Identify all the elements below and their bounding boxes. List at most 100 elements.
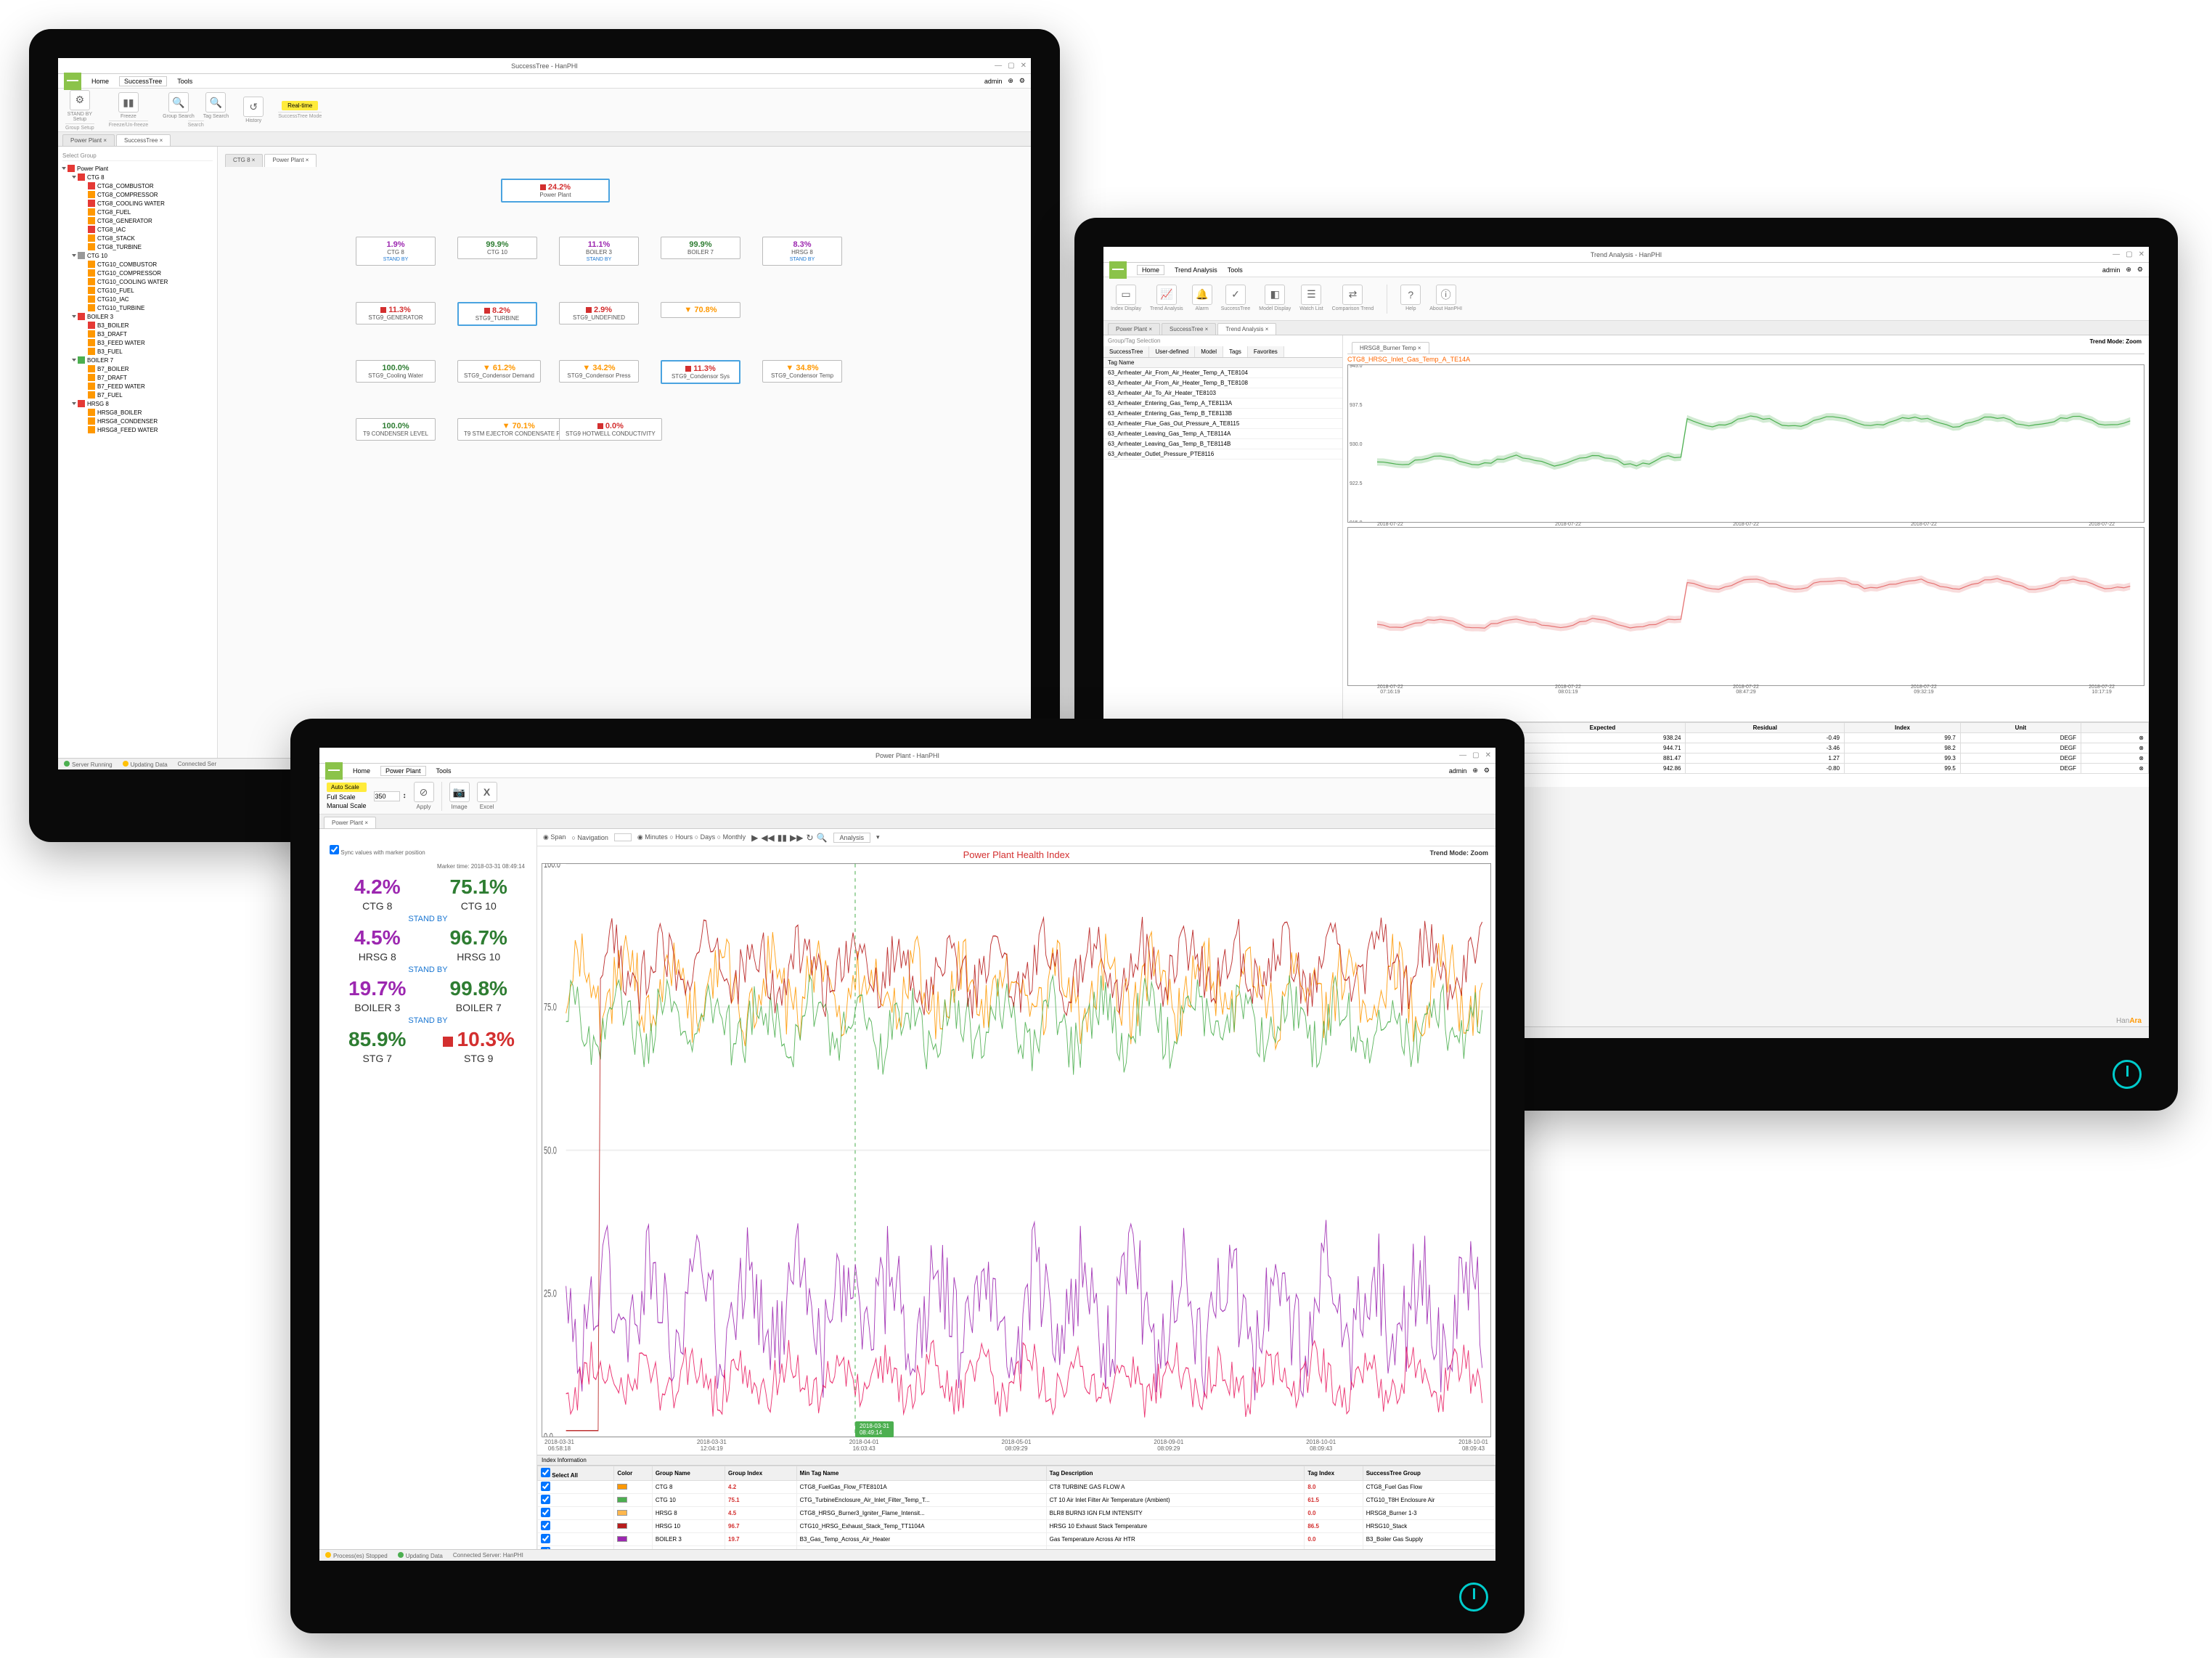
excel-button[interactable]: XExcel: [477, 782, 497, 810]
tree-node-box[interactable]: 24.2%Power Plant: [501, 179, 610, 203]
analysis-button[interactable]: Analysis: [833, 833, 871, 843]
tree-node[interactable]: CTG8_COOLING WATER: [62, 199, 213, 208]
tree-node[interactable]: CTG 10: [62, 251, 213, 260]
toolbar-button[interactable]: ◧Model Display: [1259, 285, 1291, 314]
tree-node[interactable]: CTG10_COOLING WATER: [62, 277, 213, 286]
tree-node[interactable]: HRSG 8: [62, 399, 213, 408]
menu-home[interactable]: Home: [353, 767, 370, 775]
realtime-badge[interactable]: Real-time: [282, 101, 318, 110]
menu-tools[interactable]: Tools: [177, 78, 192, 85]
tree-node-box[interactable]: 11.1%BOILER 3STAND BY: [559, 237, 639, 266]
tree-canvas[interactable]: CTG 8 × Power Plant × 24.2%Power Plant1.…: [218, 147, 1031, 758]
tree-node-box[interactable]: 100.0%T9 CONDENSER LEVEL: [356, 418, 436, 441]
tree-node-box[interactable]: ▼ 61.2%STG9_Condensor Demand: [457, 360, 541, 383]
tree-node-box[interactable]: 11.3%STG9_GENERATOR: [356, 302, 436, 324]
tab-power-plant[interactable]: Power Plant ×: [1108, 323, 1160, 335]
span-input[interactable]: [614, 833, 632, 841]
tree-node-box[interactable]: 11.3%STG9_Condensor Sys: [661, 360, 740, 384]
tree-node[interactable]: CTG10_TURBINE: [62, 303, 213, 312]
toolbar-button[interactable]: ☰Watch List: [1299, 285, 1323, 314]
zoom-icon[interactable]: 🔍: [817, 833, 828, 843]
metric-cell[interactable]: 96.7%HRSG 10: [428, 926, 530, 963]
table-row[interactable]: CTG 1075.1CTG_TurbineEnclosure_Air_Inlet…: [538, 1494, 1495, 1507]
span-radio[interactable]: ○ Hours: [669, 833, 694, 841]
tag-row[interactable]: 63_Arrheater_Entering_Gas_Temp_A_TE8113A: [1103, 399, 1342, 409]
filter-tab[interactable]: User-defined: [1149, 346, 1195, 357]
toolbar-button[interactable]: 🔍Tag Search: [203, 92, 229, 119]
menu-tools[interactable]: Tools: [1228, 266, 1243, 274]
tree-node[interactable]: CTG8_GENERATOR: [62, 216, 213, 225]
tag-row[interactable]: 63_Arrheater_Air_To_Air_Heater_TE8103: [1103, 388, 1342, 399]
apply-button[interactable]: ⊘Apply: [414, 782, 434, 810]
metric-cell[interactable]: 10.3%STG 9: [428, 1028, 530, 1064]
tree-node[interactable]: CTG10_IAC: [62, 295, 213, 303]
tree-node[interactable]: B3_FUEL: [62, 347, 213, 356]
tree-node[interactable]: CTG 8: [62, 173, 213, 181]
tree-node[interactable]: CTG10_COMPRESSOR: [62, 269, 213, 277]
tree-node[interactable]: B3_FEED WATER: [62, 338, 213, 347]
tree-node[interactable]: BOILER 7: [62, 356, 213, 364]
toolbar-button[interactable]: ↺History: [243, 97, 264, 123]
toolbar-button[interactable]: ▭Index Display: [1111, 285, 1141, 314]
canvas-tab-power-plant[interactable]: Power Plant ×: [264, 154, 317, 167]
menu-trend[interactable]: Trend Analysis: [1175, 266, 1217, 274]
gear-icon[interactable]: ⚙: [1484, 767, 1490, 775]
tree-node-box[interactable]: 2.9%STG9_UNDEFINED: [559, 302, 639, 324]
tab-trend[interactable]: Trend Analysis ×: [1217, 323, 1276, 335]
row-checkbox[interactable]: [541, 1521, 550, 1530]
metric-cell[interactable]: 4.5%HRSG 8: [327, 926, 428, 963]
tree-node-box[interactable]: 0.0%STG9 HOTWELL CONDUCTIVITY: [559, 418, 662, 441]
auto-scale-button[interactable]: Auto Scale: [327, 783, 367, 792]
tree-node[interactable]: CTG8_COMBUSTOR: [62, 181, 213, 190]
tab-power-plant[interactable]: Power Plant ×: [62, 134, 115, 146]
span-radio[interactable]: ○ Monthly: [717, 833, 746, 841]
tree-node-box[interactable]: ▼ 34.2%STG9_Condensor Press: [559, 360, 639, 383]
toolbar-button[interactable]: 🔔Alarm: [1192, 285, 1212, 314]
sync-checkbox[interactable]: [330, 845, 339, 854]
refresh-icon[interactable]: ↻: [806, 833, 813, 843]
tree-node-box[interactable]: 8.2%STG9_TURBINE: [457, 302, 537, 326]
tree-node[interactable]: B3_BOILER: [62, 321, 213, 330]
toolbar-button[interactable]: ▮▮Freeze: [118, 92, 139, 119]
span-radio[interactable]: ◉ Minutes: [637, 833, 669, 841]
row-checkbox[interactable]: [541, 1534, 550, 1543]
metric-cell[interactable]: 19.7%BOILER 3: [327, 977, 428, 1013]
image-button[interactable]: 📷Image: [449, 782, 470, 810]
tree-node[interactable]: CTG8_IAC: [62, 225, 213, 234]
power-button-icon[interactable]: [2113, 1060, 2142, 1089]
tag-row[interactable]: 63_Arrheater_Air_From_Air_Heater_Temp_B_…: [1103, 378, 1342, 388]
table-row[interactable]: HRSG 84.5CTG8_HRSG_Burner3_Igniter_Flame…: [538, 1507, 1495, 1520]
tree-node[interactable]: CTG8_TURBINE: [62, 242, 213, 251]
help-icon[interactable]: ⊕: [1472, 767, 1478, 775]
span-radio[interactable]: ○ Days: [695, 833, 717, 841]
tree-node[interactable]: B3_DRAFT: [62, 330, 213, 338]
marker-badge[interactable]: 2018-03-3108:49:14: [855, 1421, 894, 1437]
tag-row[interactable]: 63_Arrheater_Flue_Gas_Out_Pressure_A_TE8…: [1103, 419, 1342, 429]
metric-cell[interactable]: 85.9%STG 7: [327, 1028, 428, 1064]
tab-successtree[interactable]: SuccessTree ×: [1162, 323, 1216, 335]
canvas-tab-ctg8[interactable]: CTG 8 ×: [225, 154, 263, 167]
metric-cell[interactable]: 75.1%CTG 10: [428, 875, 530, 912]
trend-chart-2[interactable]: 2018-07-2207:16:192018-07-2208:01:192018…: [1347, 527, 2144, 685]
tree-node[interactable]: B7_FUEL: [62, 391, 213, 399]
gear-icon[interactable]: ⚙: [1019, 77, 1025, 85]
tree-node[interactable]: HRSG8_FEED WATER: [62, 425, 213, 434]
toolbar-button[interactable]: ⚙STAND BYSetup: [68, 90, 93, 122]
filter-tab[interactable]: SuccessTree: [1103, 346, 1149, 357]
table-row[interactable]: HRSG 1096.7CTG10_HRSG_Exhaust_Stack_Temp…: [538, 1520, 1495, 1533]
tree-node-box[interactable]: 99.9%CTG 10: [457, 237, 537, 259]
help-icon[interactable]: ⊕: [2126, 266, 2131, 274]
health-index-chart[interactable]: 0.025.050.075.0100.02018-03-3108:49:14: [542, 863, 1491, 1437]
tag-row[interactable]: 63_Arrheater_Leaving_Gas_Temp_B_TE8114B: [1103, 439, 1342, 449]
toolbar-button[interactable]: ⓘAbout HanPHI: [1429, 285, 1462, 314]
prev-icon[interactable]: ◀◀: [761, 833, 774, 843]
row-checkbox[interactable]: [541, 1495, 550, 1504]
tree-node[interactable]: B7_FEED WATER: [62, 382, 213, 391]
row-checkbox[interactable]: [541, 1508, 550, 1517]
full-scale-option[interactable]: Full Scale: [327, 793, 367, 801]
tree-node[interactable]: HRSG8_BOILER: [62, 408, 213, 417]
menu-powerplant[interactable]: Power Plant: [380, 766, 426, 776]
tree-node-box[interactable]: ▼ 70.8%: [661, 302, 740, 318]
tree-node-box[interactable]: ▼ 34.8%STG9_Condensor Temp: [762, 360, 842, 383]
toolbar-button[interactable]: ?Help: [1400, 285, 1421, 314]
